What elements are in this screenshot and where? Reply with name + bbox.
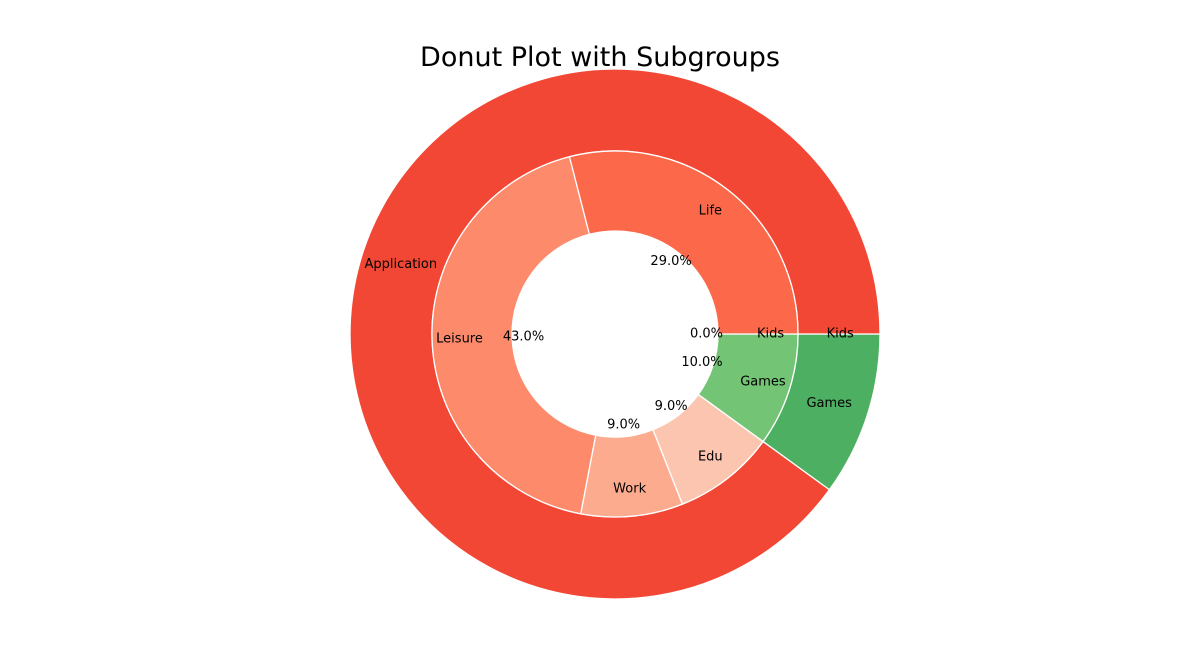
inner-label-games: Games (740, 375, 786, 390)
inner-label-leisure: Leisure (436, 331, 483, 346)
inner-label-edu: Edu (698, 449, 723, 464)
inner-ring (431, 150, 799, 518)
chart-labels: Kids Games Application Kids 0.0% Games 10.0% Ed… (364, 204, 854, 497)
inner-slice-life (568, 150, 799, 335)
outer-label-kids: Kids (827, 327, 854, 342)
inner-label-kids: Kids (757, 327, 784, 342)
inner-pct-games: 10.0% (681, 355, 722, 370)
outer-label-games: Games (806, 396, 852, 411)
chart-title: Donut Plot with Subgroups (420, 42, 780, 73)
inner-pct-kids: 0.0% (690, 327, 723, 342)
outer-ring (349, 68, 881, 600)
inner-pct-edu: 9.0% (655, 399, 688, 414)
inner-slice-work (579, 428, 684, 518)
inner-label-life: Life (699, 204, 722, 219)
inner-pct-leisure: 43.0% (503, 329, 544, 344)
outer-slice-application (349, 68, 881, 600)
outer-label-application: Application (364, 257, 437, 272)
inner-slice-edu (652, 393, 764, 505)
inner-slice-leisure (431, 155, 597, 515)
inner-pct-life: 29.0% (650, 254, 691, 269)
inner-pct-work: 9.0% (607, 418, 640, 433)
inner-label-work: Work (613, 481, 646, 496)
